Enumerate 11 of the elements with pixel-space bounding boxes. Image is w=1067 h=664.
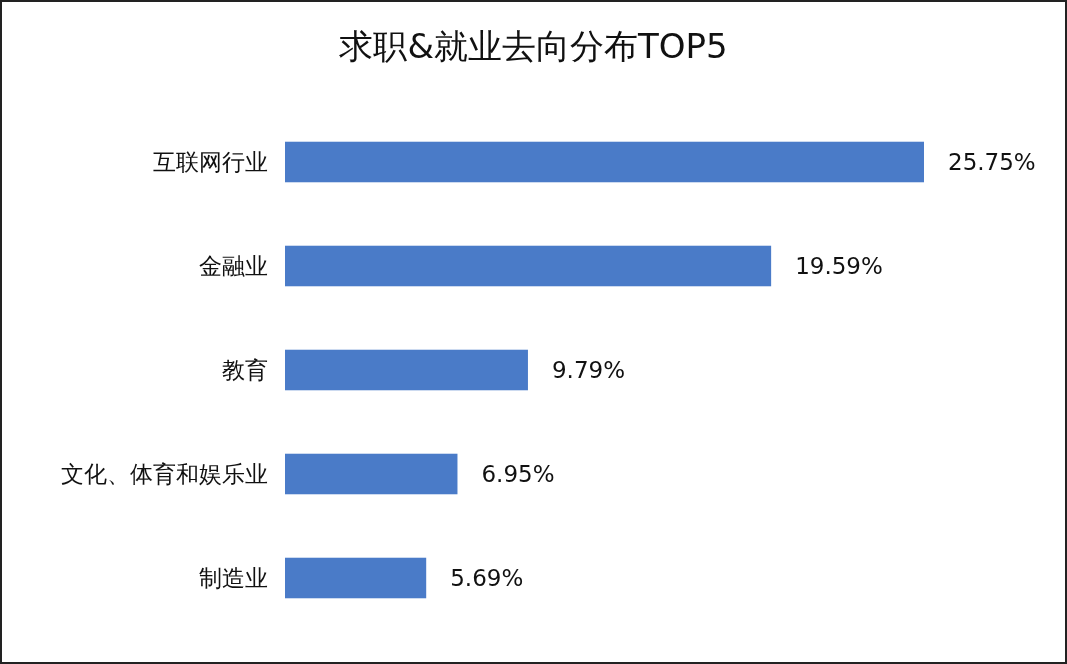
data-label: 25.75% — [948, 149, 1036, 175]
category-label: 文化、体育和娱乐业 — [61, 461, 268, 487]
data-label: 9.79% — [551, 357, 625, 383]
category-label: 金融业 — [199, 253, 268, 279]
data-label: 19.59% — [795, 253, 883, 279]
data-label: 6.95% — [481, 461, 555, 487]
title: 求职&就业去向分布TOP5 — [339, 26, 728, 66]
category-label: 制造业 — [199, 565, 268, 591]
category-label: 互联网行业 — [153, 149, 268, 175]
data-label: 5.69% — [450, 565, 524, 591]
category-label: 教育 — [222, 357, 268, 383]
